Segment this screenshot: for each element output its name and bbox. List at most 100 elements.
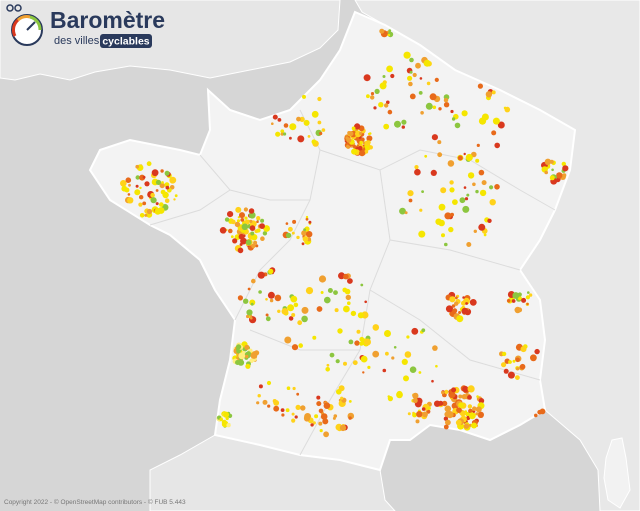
- commune[interactable]: [236, 344, 242, 350]
- commune[interactable]: [444, 405, 452, 413]
- commune[interactable]: [544, 170, 548, 175]
- commune[interactable]: [404, 351, 412, 358]
- commune[interactable]: [320, 413, 328, 420]
- commune[interactable]: [473, 229, 477, 233]
- commune[interactable]: [423, 59, 431, 67]
- commune[interactable]: [379, 82, 387, 90]
- commune[interactable]: [329, 352, 335, 358]
- commune[interactable]: [426, 81, 431, 86]
- commune[interactable]: [528, 293, 533, 297]
- commune[interactable]: [467, 404, 473, 409]
- commune[interactable]: [348, 416, 352, 420]
- commune[interactable]: [370, 95, 375, 100]
- commune[interactable]: [364, 300, 368, 304]
- commune[interactable]: [322, 418, 329, 425]
- commune[interactable]: [462, 205, 470, 213]
- commune[interactable]: [300, 405, 306, 411]
- commune[interactable]: [501, 362, 507, 368]
- commune[interactable]: [520, 346, 527, 353]
- commune[interactable]: [291, 231, 295, 235]
- commune[interactable]: [294, 415, 298, 419]
- commune[interactable]: [312, 335, 317, 340]
- commune[interactable]: [303, 415, 311, 422]
- commune[interactable]: [265, 316, 271, 322]
- commune[interactable]: [244, 344, 250, 350]
- commune[interactable]: [556, 172, 563, 179]
- commune[interactable]: [286, 386, 291, 391]
- commune[interactable]: [223, 411, 229, 418]
- commune[interactable]: [256, 220, 259, 223]
- commune[interactable]: [549, 159, 554, 164]
- commune[interactable]: [280, 408, 285, 412]
- commune[interactable]: [475, 412, 479, 416]
- commune[interactable]: [155, 202, 159, 206]
- commune[interactable]: [489, 185, 494, 190]
- commune[interactable]: [235, 206, 242, 213]
- commune[interactable]: [289, 136, 292, 140]
- commune[interactable]: [321, 128, 326, 132]
- commune[interactable]: [285, 222, 289, 225]
- commune[interactable]: [419, 208, 423, 212]
- commune[interactable]: [139, 195, 144, 200]
- commune[interactable]: [544, 158, 552, 165]
- commune[interactable]: [357, 312, 364, 319]
- commune[interactable]: [368, 132, 372, 135]
- commune[interactable]: [430, 169, 437, 176]
- commune[interactable]: [415, 62, 421, 69]
- commune[interactable]: [503, 368, 509, 374]
- commune[interactable]: [127, 197, 134, 204]
- commune[interactable]: [305, 287, 314, 295]
- commune[interactable]: [466, 242, 472, 247]
- commune[interactable]: [326, 363, 330, 367]
- commune[interactable]: [438, 400, 444, 406]
- commune[interactable]: [238, 233, 245, 240]
- commune[interactable]: [250, 231, 255, 236]
- commune[interactable]: [388, 29, 392, 32]
- commune[interactable]: [337, 328, 343, 334]
- commune[interactable]: [382, 368, 387, 373]
- commune[interactable]: [431, 379, 434, 383]
- commune[interactable]: [134, 189, 141, 196]
- commune[interactable]: [491, 130, 497, 136]
- commune[interactable]: [323, 402, 331, 410]
- commune[interactable]: [390, 73, 395, 79]
- commune[interactable]: [301, 230, 308, 237]
- commune[interactable]: [372, 324, 380, 331]
- commune[interactable]: [387, 109, 393, 115]
- commune[interactable]: [259, 223, 265, 230]
- commune[interactable]: [311, 139, 317, 145]
- commune[interactable]: [366, 94, 370, 99]
- commune[interactable]: [492, 117, 500, 125]
- commune[interactable]: [283, 123, 289, 128]
- commune[interactable]: [292, 219, 297, 224]
- commune[interactable]: [359, 150, 366, 157]
- commune[interactable]: [562, 173, 567, 178]
- commune[interactable]: [526, 302, 529, 306]
- commune[interactable]: [327, 288, 333, 293]
- commune[interactable]: [412, 412, 417, 418]
- commune[interactable]: [251, 278, 256, 284]
- commune[interactable]: [409, 366, 417, 374]
- commune[interactable]: [515, 367, 520, 371]
- commune[interactable]: [487, 218, 492, 223]
- commune[interactable]: [452, 308, 458, 314]
- commune[interactable]: [408, 81, 413, 87]
- commune[interactable]: [169, 185, 175, 190]
- commune[interactable]: [302, 236, 309, 242]
- commune[interactable]: [491, 90, 496, 95]
- commune[interactable]: [362, 371, 365, 374]
- commune[interactable]: [316, 306, 323, 312]
- commune[interactable]: [246, 309, 253, 316]
- commune[interactable]: [265, 313, 269, 317]
- commune[interactable]: [465, 153, 473, 162]
- commune[interactable]: [265, 298, 268, 301]
- commune[interactable]: [427, 406, 431, 410]
- commune[interactable]: [246, 314, 250, 319]
- commune[interactable]: [525, 295, 531, 300]
- commune[interactable]: [351, 148, 358, 155]
- commune[interactable]: [266, 380, 272, 386]
- commune[interactable]: [162, 191, 169, 199]
- commune[interactable]: [311, 110, 319, 118]
- commune[interactable]: [506, 299, 511, 303]
- commune[interactable]: [281, 308, 289, 315]
